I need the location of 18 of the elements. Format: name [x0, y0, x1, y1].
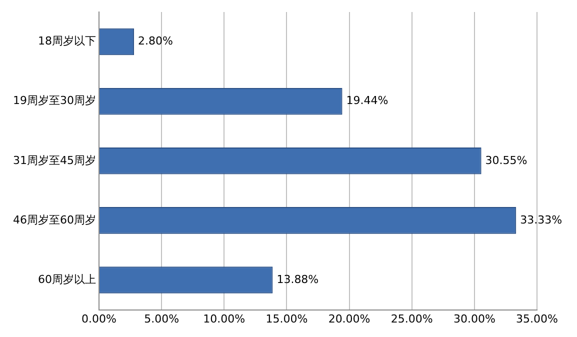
y-tick-label: 60周岁以上: [38, 272, 96, 286]
y-tick-label: 18周岁以下: [38, 34, 96, 48]
data-label: 13.88%: [276, 272, 319, 286]
data-label: 30.55%: [485, 154, 528, 167]
data-label: 33.33%: [520, 213, 562, 226]
data-label: 2.80%: [138, 34, 173, 48]
x-tick-label: 35.00%: [516, 312, 558, 326]
x-tick-label: 10.00%: [203, 312, 246, 326]
data-label: 19.44%: [346, 94, 388, 108]
x-tick-label: 15.00%: [266, 312, 308, 326]
x-tick-label: 30.00%: [453, 312, 496, 326]
y-tick-label: 31周岁至45周岁: [12, 154, 96, 167]
x-tick-label: 25.00%: [390, 312, 433, 326]
y-tick-label: 46周岁至60周岁: [12, 213, 96, 226]
x-tick-label: 20.00%: [328, 312, 370, 326]
x-tick-label: 5.00%: [144, 312, 180, 326]
y-tick-label: 19周岁至30周岁: [12, 94, 96, 108]
x-tick-label: 0.00%: [82, 312, 116, 326]
